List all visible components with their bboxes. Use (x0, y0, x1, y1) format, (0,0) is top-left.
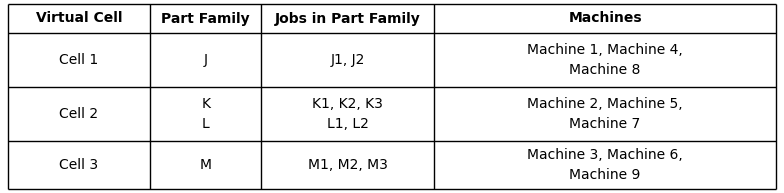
Text: Machine 1, Machine 4,
Machine 8: Machine 1, Machine 4, Machine 8 (528, 43, 683, 77)
Text: Machine 3, Machine 6,
Machine 9: Machine 3, Machine 6, Machine 9 (528, 148, 683, 182)
Text: Virtual Cell: Virtual Cell (36, 12, 122, 25)
Text: K1, K2, K3
L1, L2: K1, K2, K3 L1, L2 (312, 97, 383, 131)
Text: J1, J2: J1, J2 (331, 53, 365, 67)
Text: M1, M2, M3: M1, M2, M3 (308, 158, 388, 172)
Text: Cell 2: Cell 2 (60, 107, 99, 121)
Text: J: J (204, 53, 208, 67)
Text: Cell 1: Cell 1 (60, 53, 99, 67)
Text: Cell 3: Cell 3 (60, 158, 99, 172)
Text: Jobs in Part Family: Jobs in Part Family (275, 12, 421, 25)
Text: Part Family: Part Family (162, 12, 250, 25)
Text: Machines: Machines (568, 12, 642, 25)
Text: Machine 2, Machine 5,
Machine 7: Machine 2, Machine 5, Machine 7 (528, 97, 683, 131)
Text: K
L: K L (201, 97, 210, 131)
Text: M: M (200, 158, 212, 172)
